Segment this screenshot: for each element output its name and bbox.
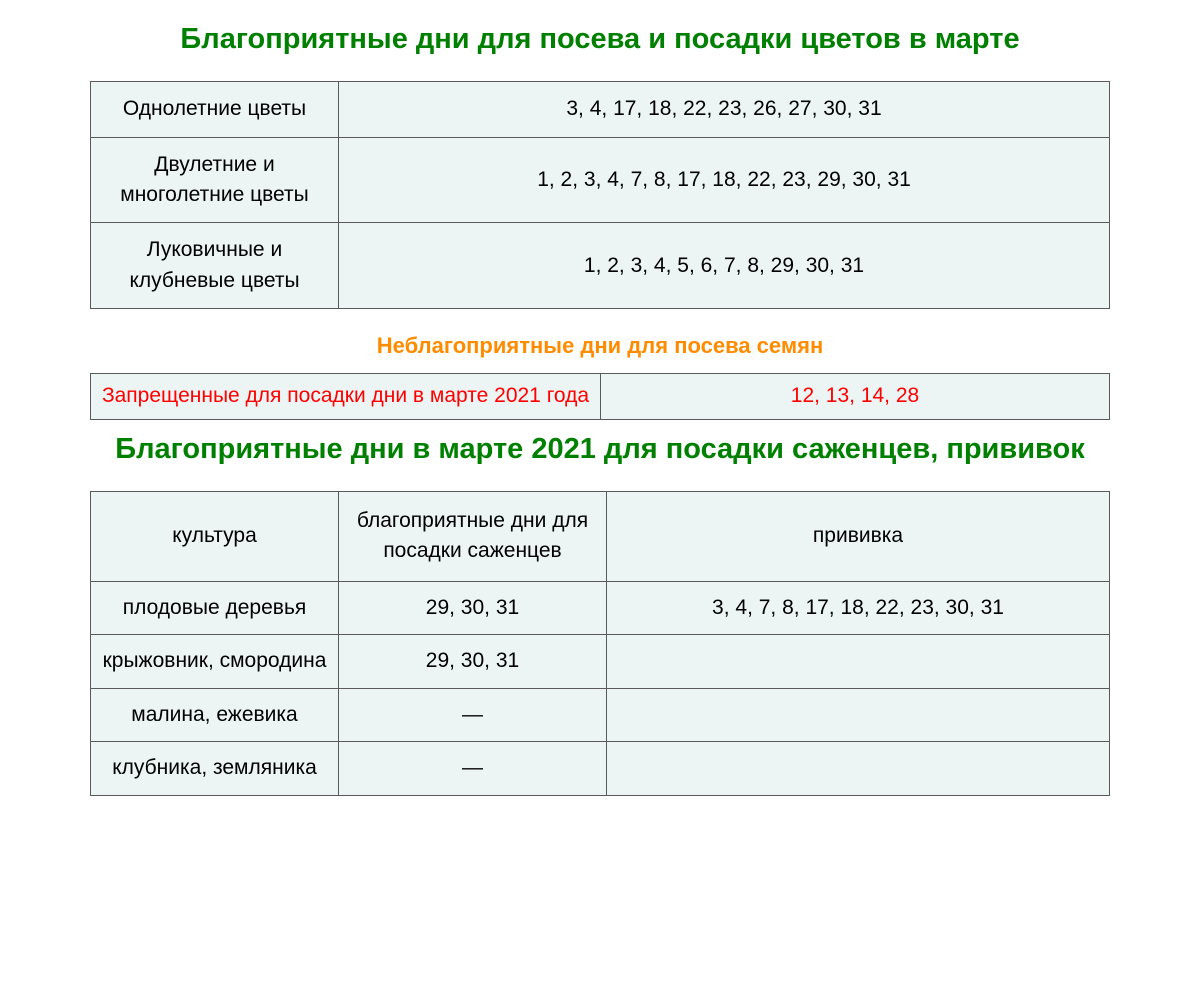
column-header-grafting: прививка xyxy=(607,491,1110,581)
table-row: плодовые деревья 29, 30, 31 3, 4, 7, 8, … xyxy=(91,581,1110,634)
culture-name: клубника, земляника xyxy=(91,742,339,795)
flower-type-label: Двулетние и многолетние цветы xyxy=(91,137,339,223)
column-header-planting: благоприятные дни для посадки саженцев xyxy=(339,491,607,581)
unfavorable-label: Запрещенные для посадки дни в марте 2021… xyxy=(91,374,601,419)
grafting-days: 3, 4, 7, 8, 17, 18, 22, 23, 30, 31 xyxy=(607,581,1110,634)
seedlings-heading: Благоприятные дни в марте 2021 для посад… xyxy=(90,430,1110,469)
culture-name: малина, ежевика xyxy=(91,688,339,741)
unfavorable-days: 12, 13, 14, 28 xyxy=(601,374,1110,419)
planting-days: 29, 30, 31 xyxy=(339,581,607,634)
table-row: крыжовник, смородина 29, 30, 31 xyxy=(91,635,1110,688)
culture-name: крыжовник, смородина xyxy=(91,635,339,688)
table-row: Двулетние и многолетние цветы 1, 2, 3, 4… xyxy=(91,137,1110,223)
unfavorable-heading: Неблагоприятные дни для посева семян xyxy=(90,333,1110,359)
flower-type-days: 3, 4, 17, 18, 22, 23, 26, 27, 30, 31 xyxy=(339,82,1110,137)
table-row: клубника, земляника — xyxy=(91,742,1110,795)
planting-days: 29, 30, 31 xyxy=(339,635,607,688)
flower-type-days: 1, 2, 3, 4, 5, 6, 7, 8, 29, 30, 31 xyxy=(339,223,1110,309)
column-header-culture: культура xyxy=(91,491,339,581)
table-row: малина, ежевика — xyxy=(91,688,1110,741)
planting-days: — xyxy=(339,688,607,741)
grafting-days xyxy=(607,635,1110,688)
table-row: Запрещенные для посадки дни в марте 2021… xyxy=(91,374,1110,419)
flower-type-label: Луковичные и клубневые цветы xyxy=(91,223,339,309)
table-row: Луковичные и клубневые цветы 1, 2, 3, 4,… xyxy=(91,223,1110,309)
culture-name: плодовые деревья xyxy=(91,581,339,634)
grafting-days xyxy=(607,688,1110,741)
flower-type-days: 1, 2, 3, 4, 7, 8, 17, 18, 22, 23, 29, 30… xyxy=(339,137,1110,223)
planting-days: — xyxy=(339,742,607,795)
table-row: Однолетние цветы 3, 4, 17, 18, 22, 23, 2… xyxy=(91,82,1110,137)
grafting-days xyxy=(607,742,1110,795)
unfavorable-table: Запрещенные для посадки дни в марте 2021… xyxy=(90,373,1110,419)
flowers-heading: Благоприятные дни для посева и посадки ц… xyxy=(90,20,1110,59)
flower-type-label: Однолетние цветы xyxy=(91,82,339,137)
table-header-row: культура благоприятные дни для посадки с… xyxy=(91,491,1110,581)
flowers-table: Однолетние цветы 3, 4, 17, 18, 22, 23, 2… xyxy=(90,81,1110,309)
seedlings-table: культура благоприятные дни для посадки с… xyxy=(90,491,1110,796)
